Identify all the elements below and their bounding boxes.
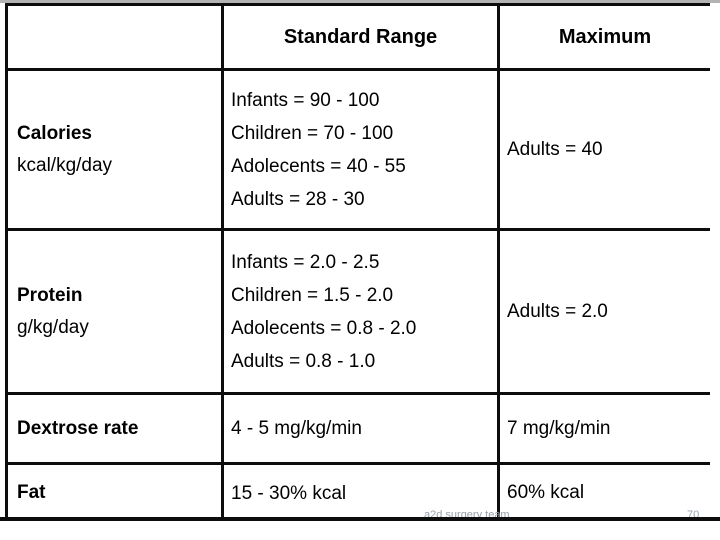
range-line: 4 - 5 mg/kg/min xyxy=(231,418,362,439)
row-label: Fat xyxy=(17,482,46,503)
range-line: Adults = 28 - 30 xyxy=(231,188,365,210)
range-line: Adults = 0.8 - 1.0 xyxy=(231,350,376,372)
standard-range-cell-calories: Infants = 90 - 100 Children = 70 - 100 A… xyxy=(224,71,500,231)
maximum-value: 7 mg/kg/min xyxy=(507,417,611,439)
header-maximum: Maximum xyxy=(500,6,710,71)
row-unit: kcal/kg/day xyxy=(17,154,113,176)
header-standard-range: Standard Range xyxy=(224,6,500,71)
row-label-cell-calories: Calories kcal/kg/day xyxy=(8,71,224,231)
header-standard-range-label: Standard Range xyxy=(283,26,438,48)
row-label: Calories xyxy=(17,122,92,144)
standard-range-cell-protein: Infants = 2.0 - 2.5 Children = 1.5 - 2.0… xyxy=(224,231,500,395)
maximum-value: Adults = 40 xyxy=(507,138,603,160)
standard-range-cell-fat: 15 - 30% kcal xyxy=(224,465,500,521)
row-unit: g/kg/day xyxy=(17,316,89,338)
range-line: Adolecents = 0.8 - 2.0 xyxy=(231,317,417,339)
range-line: Infants = 90 - 100 xyxy=(231,89,380,111)
row-label-cell-fat: Fat xyxy=(8,465,224,521)
maximum-cell-fat: 60% kcal xyxy=(500,465,710,521)
row-label: Protein xyxy=(17,284,83,306)
maximum-value: 60% kcal xyxy=(507,482,585,503)
row-label-cell-protein: Protein g/kg/day xyxy=(8,231,224,395)
range-line: Adolecents = 40 - 55 xyxy=(231,155,406,177)
range-line: Children = 1.5 - 2.0 xyxy=(231,284,394,306)
standard-range-cell-dextrose: 4 - 5 mg/kg/min xyxy=(224,395,500,465)
header-empty-cell xyxy=(8,6,224,71)
top-edge-strip xyxy=(0,0,720,3)
header-maximum-label: Maximum xyxy=(558,26,652,48)
maximum-cell-protein: Adults = 2.0 xyxy=(500,231,710,395)
maximum-cell-dextrose: 7 mg/kg/min xyxy=(500,395,710,465)
row-label-cell-dextrose: Dextrose rate xyxy=(8,395,224,465)
nutrition-table: Standard Range Maximum Calories kcal/kg/… xyxy=(5,3,710,521)
bottom-rule xyxy=(0,517,720,521)
row-label: Dextrose rate xyxy=(17,417,139,439)
range-line: Infants = 2.0 - 2.5 xyxy=(231,251,380,273)
maximum-value: Adults = 2.0 xyxy=(507,300,608,322)
maximum-cell-calories: Adults = 40 xyxy=(500,71,710,231)
range-line: 15 - 30% kcal xyxy=(231,482,347,504)
range-line: Children = 70 - 100 xyxy=(231,122,394,144)
